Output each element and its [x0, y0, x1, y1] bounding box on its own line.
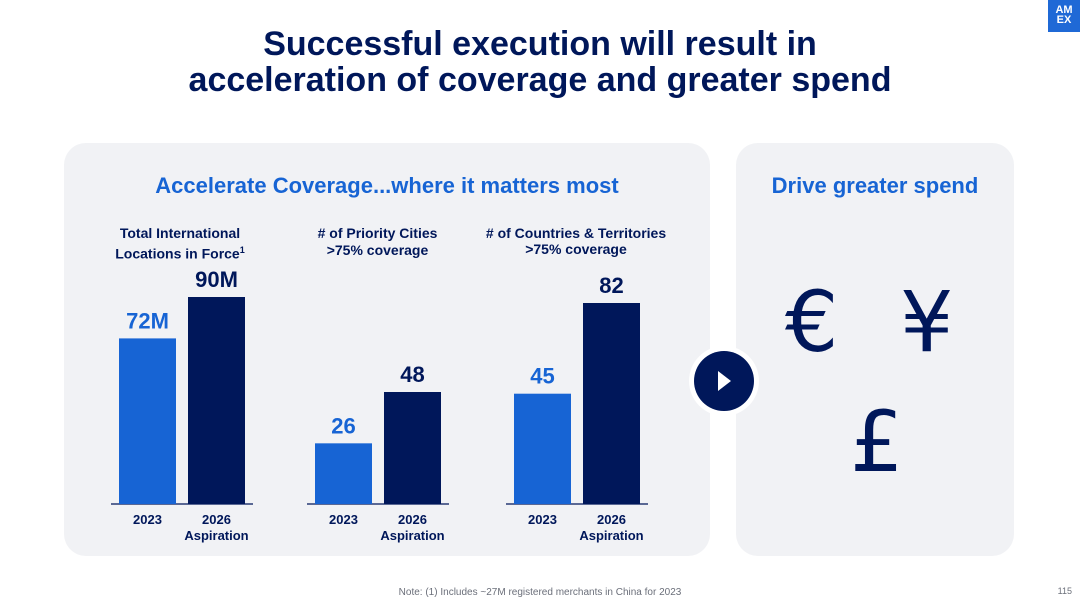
- chart-3-value-label-2023: 45: [530, 364, 554, 389]
- euro-icon: €: [785, 273, 839, 371]
- footnote: Note: (1) Includes ~27M registered merch…: [398, 587, 682, 598]
- chart-2-title: # of Priority Cities >75% coverage: [290, 225, 465, 259]
- chart-1-bar-2026: [188, 297, 245, 504]
- chart-3-category-sublabel-2026: Aspiration: [579, 528, 643, 543]
- chart-1-title-line-1: Total International: [119, 225, 241, 241]
- footnote-marker: 1: [239, 245, 245, 255]
- spend-panel-title: Drive greater spend: [771, 173, 979, 198]
- chart-1-category-label-2026: 2026: [202, 512, 231, 527]
- chart-1-value-label-2026: 90M: [195, 267, 238, 292]
- page-number: 115: [1057, 586, 1072, 596]
- logo-line-2: EX: [1056, 14, 1072, 26]
- chart-2-title-line-2: >75% coverage: [326, 242, 429, 258]
- chart-3-bar-2026: [583, 303, 640, 504]
- chart-3-title-line-1: # of Countries & Territories: [485, 225, 667, 241]
- chart-3-title: # of Countries & Territories >75% covera…: [468, 225, 684, 257]
- chart-2-bar-2023: [315, 443, 372, 504]
- chart-3-value-label-2026: 82: [599, 273, 623, 298]
- chart-3-title-line-2: >75% coverage: [525, 241, 627, 257]
- chart-2-value-label-2023: 26: [331, 413, 355, 438]
- chart-3-category-label-2026: 2026: [597, 512, 626, 527]
- amex-logo: AM EX: [1048, 0, 1080, 32]
- slide-title: Successful execution will result in acce…: [0, 26, 1080, 98]
- slide-title-line-1: Successful execution will result in: [263, 25, 817, 63]
- play-icon: [694, 351, 754, 411]
- chart-2-title-line-1: # of Priority Cities: [317, 225, 438, 241]
- chart-2-category-label-2023: 2023: [329, 512, 358, 527]
- chart-2-category-sublabel-2026: Aspiration: [380, 528, 444, 543]
- chart-2-bar-2026: [384, 392, 441, 504]
- chart-1-title: Total International Locations in Force1: [90, 225, 270, 263]
- chart-1-bar-2023: [119, 338, 176, 504]
- logo-line-1: AM: [1055, 4, 1073, 16]
- chart-3-category-label-2023: 2023: [528, 512, 557, 527]
- chart-2-category-label-2026: 2026: [398, 512, 427, 527]
- chart-1-category-sublabel-2026: Aspiration: [184, 528, 248, 543]
- chart-1-title-line-2: Locations in Force1: [115, 245, 245, 262]
- spend-panel: Drive greater spend: [736, 143, 1014, 556]
- pound-icon: £: [850, 393, 904, 491]
- chart-1-value-label-2023: 72M: [126, 308, 169, 333]
- coverage-panel-title: Accelerate Coverage...where it matters m…: [155, 173, 619, 198]
- chart-1-category-label-2023: 2023: [133, 512, 162, 527]
- yen-icon: ¥: [900, 273, 954, 371]
- chart-3-bar-2023: [514, 393, 571, 504]
- chart-2-value-label-2026: 48: [400, 362, 424, 387]
- bar-charts: 72M202390M2026Aspiration262023482026Aspi…: [111, 267, 648, 543]
- play-arrow-button[interactable]: [689, 346, 759, 416]
- slide-title-line-2: acceleration of coverage and greater spe…: [188, 61, 892, 99]
